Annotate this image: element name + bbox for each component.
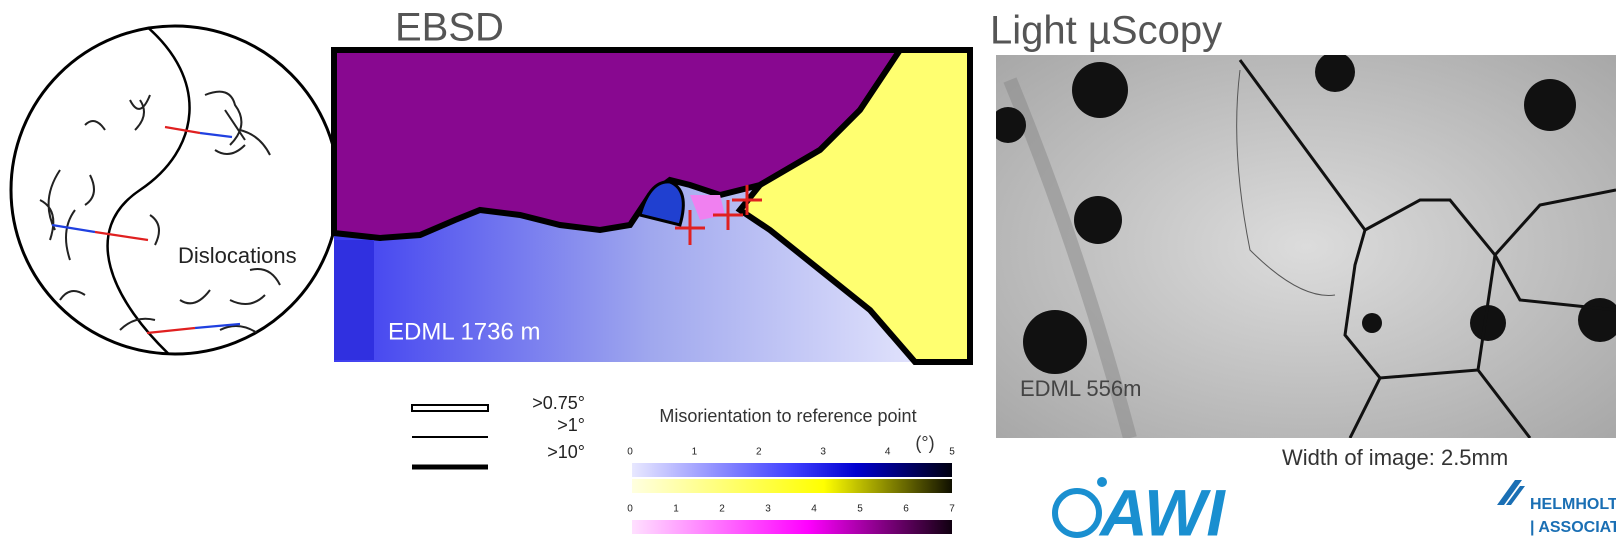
helmholtz-text: HELMHOLTZ: [1530, 496, 1616, 513]
awi-logo: AWI: [1055, 475, 1226, 549]
colorbar-pink: [632, 520, 952, 534]
colorbar-tick-label: 4: [811, 504, 817, 515]
colorbar-tick-label: 1: [692, 447, 698, 458]
colorbar-tick-label: 4: [885, 447, 891, 458]
legend-item: >0.75°: [532, 393, 585, 413]
helmholtz-logo: HELMHOLTZ | ASSOCIATION: [1497, 480, 1616, 536]
colorbar-tick-label: 2: [719, 504, 725, 515]
light-sample-label: EDML 556m: [1020, 376, 1141, 401]
colorbar-tick-label: 5: [857, 504, 863, 515]
colorbar-title: Misorientation to reference point: [659, 406, 916, 426]
colorbar-tick-label: 3: [820, 447, 826, 458]
awi-text: AWI: [1098, 475, 1226, 549]
legend-item: >1°: [557, 415, 585, 435]
colorbar-ticks: 0 1 2 3 4 5: [627, 447, 955, 458]
colorbar-tick-label: 6: [903, 504, 909, 515]
image-caption: Width of image: 2.5mm: [1282, 445, 1508, 470]
boundary-legend-lines: [412, 405, 488, 467]
ebsd-sample-label: EDML 1736 m: [388, 318, 541, 345]
dislocation-sketch: [11, 25, 339, 360]
ebsd-title: EBSD: [395, 6, 504, 50]
legend-item: >10°: [547, 442, 585, 462]
colorbar-tick-label: 7: [949, 504, 955, 515]
colorbar-unit: (°): [915, 433, 934, 453]
helmholtz-text: | ASSOCIATION: [1530, 519, 1616, 536]
colorbar-ticks: 0 1 2 3 4 5 6 7: [627, 504, 955, 515]
slide: Dislocations EBSD EDML 1736 m >0.75° >1°…: [0, 0, 1616, 559]
page: Dislocations EBSD EDML 1736 m >0.75° >1°…: [0, 0, 1616, 559]
ebsd-map: [334, 50, 970, 362]
colorbar-tick-label: 2: [756, 447, 762, 458]
colorbar-tick-label: 0: [627, 447, 633, 458]
sketch-label: Dislocations: [178, 243, 297, 268]
colorbar-blue: [632, 463, 952, 477]
colorbar-tick-label: 3: [765, 504, 771, 515]
colorbar-tick-label: 0: [627, 504, 633, 515]
colorbar-tick-label: 5: [949, 447, 955, 458]
light-title: Light µScopy: [990, 9, 1222, 53]
colorbar-yellow: [632, 479, 952, 493]
colorbar-tick-label: 1: [673, 504, 679, 515]
